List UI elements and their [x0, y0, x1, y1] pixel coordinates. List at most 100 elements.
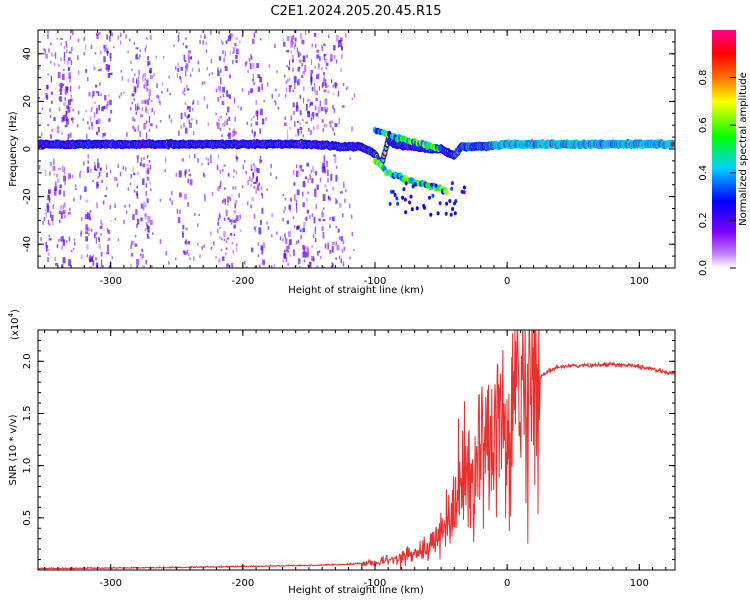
- noise-speck: [240, 229, 242, 232]
- noise-speck: [188, 106, 191, 112]
- noise-speck: [276, 70, 278, 74]
- noise-speck: [73, 247, 75, 251]
- noise-speck: [324, 79, 327, 86]
- noise-speck: [82, 118, 84, 121]
- noise-speck: [81, 216, 83, 222]
- noise-speck: [77, 55, 79, 61]
- noise-speck: [48, 197, 51, 203]
- noise-speck: [149, 62, 151, 65]
- noise-speck: [105, 104, 108, 109]
- noise-speck: [101, 223, 103, 226]
- noise-speck: [49, 171, 51, 176]
- noise-speck: [210, 159, 212, 164]
- noise-speck: [288, 244, 290, 250]
- noise-speck: [73, 238, 76, 241]
- noise-speck: [270, 172, 272, 176]
- noise-speck: [250, 123, 253, 128]
- spectral-speck: [451, 207, 455, 211]
- noise-speck: [351, 231, 354, 237]
- noise-speck: [67, 106, 71, 113]
- noise-speck: [329, 249, 332, 254]
- noise-speck: [294, 44, 296, 51]
- noise-speck: [54, 256, 56, 261]
- noise-speck: [252, 163, 255, 166]
- noise-speck: [315, 44, 317, 48]
- noise-speck: [117, 238, 120, 241]
- noise-speck: [97, 158, 99, 164]
- noise-speck: [219, 95, 222, 99]
- noise-speck: [327, 242, 329, 250]
- noise-speck: [63, 51, 66, 58]
- noise-speck: [335, 241, 337, 246]
- noise-speck: [333, 154, 336, 157]
- noise-speck: [106, 251, 109, 255]
- noise-speck: [107, 244, 109, 252]
- noise-speck: [250, 56, 253, 60]
- noise-speck: [148, 128, 151, 132]
- noise-speck: [299, 266, 301, 268]
- noise-speck: [150, 123, 153, 127]
- spectral-speck: [436, 211, 440, 216]
- noise-speck: [97, 118, 101, 124]
- noise-speck: [50, 52, 54, 57]
- spectral-speck: [393, 193, 397, 197]
- noise-speck: [146, 176, 150, 181]
- noise-speck: [144, 213, 147, 217]
- spectral-speck: [450, 181, 454, 186]
- noise-speck: [341, 46, 343, 51]
- noise-speck: [313, 216, 316, 224]
- noise-speck: [321, 212, 325, 218]
- noise-speck: [189, 122, 192, 128]
- noise-speck: [262, 259, 265, 265]
- noise-speck: [139, 49, 142, 52]
- noise-speck: [175, 257, 177, 261]
- noise-speck: [147, 216, 151, 223]
- noise-speck: [145, 109, 147, 114]
- noise-speck: [325, 124, 328, 128]
- noise-speck: [311, 256, 315, 261]
- noise-speck: [55, 262, 58, 266]
- noise-speck: [183, 251, 187, 255]
- noise-speck: [294, 30, 296, 33]
- noise-speck: [61, 235, 64, 242]
- noise-speck: [110, 219, 112, 222]
- noise-speck: [210, 246, 213, 250]
- noise-speck: [69, 86, 72, 92]
- noise-speck: [177, 217, 181, 224]
- noise-speck: [224, 187, 226, 190]
- noise-speck: [314, 105, 317, 111]
- noise-speck: [44, 169, 47, 177]
- noise-speck: [115, 177, 118, 182]
- noise-speck: [318, 218, 321, 222]
- noise-speck: [79, 195, 82, 200]
- noise-speck: [221, 200, 224, 204]
- noise-speck: [68, 66, 70, 72]
- noise-speck: [58, 219, 61, 223]
- noise-speck: [62, 257, 66, 264]
- noise-speck: [303, 86, 305, 91]
- snr-plot: -300 -200 -100 0 100 0.5 1.0 1.5 2.0 Height of s…: [7, 309, 676, 596]
- noise-speck: [141, 100, 144, 105]
- noise-speck: [135, 111, 137, 115]
- noise-speck: [245, 171, 247, 175]
- noise-speck: [147, 169, 150, 175]
- noise-speck: [339, 255, 341, 260]
- noise-speck: [62, 239, 66, 246]
- noise-speck: [133, 172, 136, 176]
- noise-speck: [230, 232, 233, 236]
- noise-speck: [50, 134, 52, 139]
- noise-speck: [302, 169, 304, 172]
- noise-speck: [332, 186, 335, 191]
- noise-speck: [147, 226, 150, 233]
- noise-speck: [180, 125, 182, 129]
- noise-speck: [168, 261, 170, 265]
- noise-speck: [339, 202, 342, 208]
- noise-speck: [234, 203, 237, 209]
- noise-speck: [227, 199, 229, 206]
- noise-speck: [292, 67, 294, 72]
- noise-speck: [222, 50, 224, 55]
- noise-speck: [197, 158, 199, 163]
- noise-speck: [274, 101, 277, 106]
- noise-speck: [185, 239, 187, 245]
- noise-speck: [237, 105, 240, 108]
